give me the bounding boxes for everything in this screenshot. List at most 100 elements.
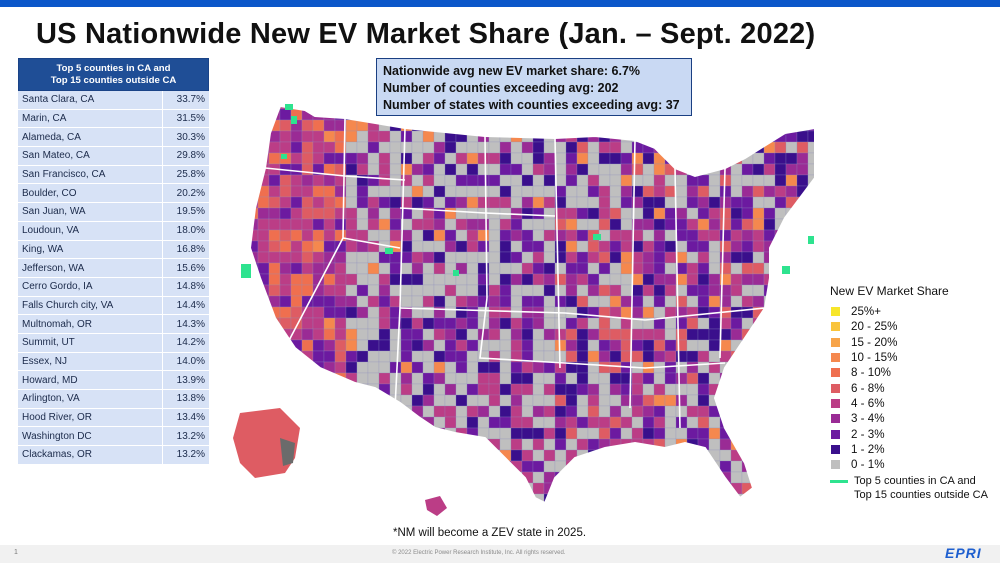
county-cell	[499, 383, 512, 396]
county-cell	[719, 108, 732, 121]
county-cell	[631, 328, 644, 341]
county-cell	[543, 361, 556, 374]
county-cell	[455, 471, 468, 484]
county-cell	[279, 284, 292, 297]
county-cell	[225, 131, 236, 142]
county-name: Clackamas, OR	[18, 445, 163, 465]
county-cell	[565, 152, 578, 165]
county-cell	[664, 119, 677, 132]
county-cell	[345, 405, 358, 418]
county-cell	[598, 106, 611, 110]
county-cell	[675, 141, 688, 154]
county-cell	[510, 229, 523, 242]
county-cell	[807, 372, 815, 385]
county-cell	[708, 471, 721, 484]
county-cell	[741, 361, 754, 374]
county-cell	[510, 284, 523, 297]
county-share: 13.9%	[162, 370, 209, 390]
legend-item: 0 - 1%	[830, 457, 995, 472]
county-cell	[345, 317, 358, 330]
county-cell	[334, 328, 347, 341]
county-cell	[466, 438, 479, 451]
county-cell	[543, 185, 556, 198]
county-cell	[334, 493, 347, 503]
table-row: King, WA 16.8%	[18, 240, 209, 260]
county-cell	[400, 471, 413, 484]
county-cell	[250, 383, 259, 396]
stat-states-exceeding: Number of states with counties exceeding…	[383, 98, 680, 112]
county-cell	[422, 284, 435, 297]
county-cell	[455, 218, 468, 231]
county-cell	[499, 229, 512, 242]
county-cell	[774, 482, 787, 495]
county-cell	[323, 471, 336, 484]
county-cell	[544, 516, 555, 527]
county-cell	[797, 516, 808, 527]
county-cell	[345, 394, 358, 407]
county-cell	[554, 295, 567, 308]
county-cell	[378, 174, 391, 187]
county-cell	[312, 438, 325, 451]
county-cell	[565, 405, 578, 418]
county-cell	[774, 460, 787, 473]
county-cell	[686, 262, 699, 275]
county-cell	[697, 273, 710, 286]
legend-label: 25%+	[851, 305, 881, 319]
county-cell	[412, 505, 423, 516]
county-cell	[609, 427, 622, 440]
county-cell	[401, 505, 412, 516]
county-cell	[279, 482, 292, 495]
county-cell	[367, 361, 380, 374]
county-cell	[400, 317, 413, 330]
county-cell	[368, 505, 379, 516]
legend-label: 0 - 1%	[851, 458, 885, 472]
county-cell	[708, 493, 721, 503]
county-cell	[708, 229, 721, 242]
county-cell	[411, 273, 424, 286]
county-cell	[356, 394, 369, 407]
county-cell	[488, 350, 501, 363]
county-cell	[686, 460, 699, 473]
county-cell	[532, 471, 545, 484]
county-cell	[250, 163, 259, 176]
county-cell	[807, 273, 815, 286]
county-cell	[236, 307, 247, 318]
county-cell	[312, 339, 325, 352]
county-cell	[466, 141, 479, 154]
county-cell	[587, 394, 600, 407]
county-cell	[741, 207, 754, 220]
county-cell	[730, 141, 743, 154]
legend-item: 25%+	[830, 304, 995, 319]
county-cell	[587, 482, 600, 495]
county-cell	[279, 273, 292, 286]
county-cell	[642, 196, 655, 209]
county-cell	[477, 218, 490, 231]
county-cell	[554, 383, 567, 396]
county-cell	[653, 416, 666, 429]
county-cell	[730, 306, 743, 319]
county-cell	[697, 471, 710, 484]
county-cell	[609, 317, 622, 330]
county-cell	[356, 295, 369, 308]
county-cell	[411, 394, 424, 407]
county-cell	[653, 240, 666, 253]
county-share: 31.5%	[162, 109, 209, 129]
county-cell	[488, 119, 501, 132]
county-cell	[763, 427, 776, 440]
county-share: 30.3%	[162, 127, 209, 148]
county-cell	[510, 438, 523, 451]
county-cell	[312, 328, 325, 341]
county-cell	[774, 471, 787, 484]
county-cell	[664, 383, 677, 396]
county-cell	[708, 328, 721, 341]
county-cell	[796, 152, 809, 165]
county-cell	[268, 383, 281, 396]
county-cell	[719, 229, 732, 242]
county-cell	[664, 207, 677, 220]
county-cell	[653, 350, 666, 363]
county-cell	[466, 339, 479, 352]
county-cell	[642, 251, 655, 264]
county-cell	[301, 106, 314, 110]
county-cell	[455, 251, 468, 264]
county-cell	[741, 251, 754, 264]
